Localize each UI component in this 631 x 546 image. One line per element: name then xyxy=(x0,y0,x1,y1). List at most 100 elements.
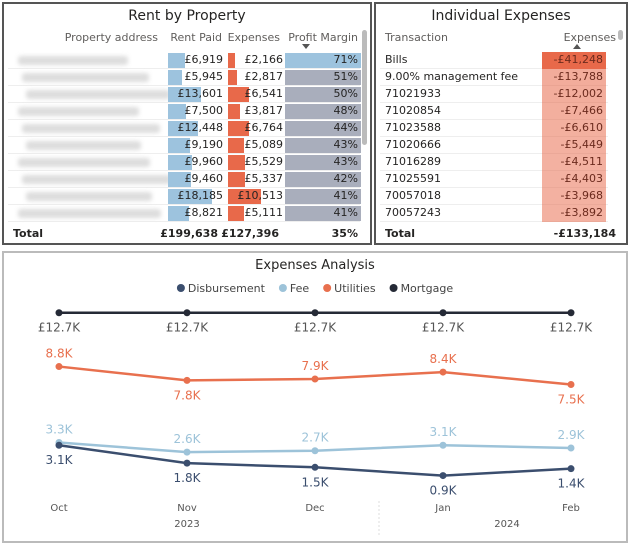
data-label: £12.7K xyxy=(38,321,81,335)
margin-value: 41% xyxy=(333,189,358,202)
col-header-profit-margin[interactable]: Profit Margin xyxy=(288,31,358,44)
table-row[interactable]: £5,945 £2,817 51% xyxy=(8,69,361,86)
legend-label[interactable]: Disbursement xyxy=(188,282,266,295)
x-tick-label: Jan xyxy=(434,503,450,514)
data-label: 0.9K xyxy=(430,484,458,498)
rent-value: £12,448 xyxy=(177,121,224,134)
data-point[interactable] xyxy=(311,447,319,455)
legend-label[interactable]: Fee xyxy=(290,282,309,295)
expenses-bar xyxy=(228,206,245,221)
margin-bar xyxy=(285,172,361,187)
transaction-name: 71021933 xyxy=(385,87,441,100)
address-redacted xyxy=(26,192,152,201)
data-point[interactable] xyxy=(311,375,319,383)
expenses-value: £3,817 xyxy=(244,104,284,117)
margin-bar xyxy=(285,70,361,85)
table-row[interactable]: 71020854 -£7,466 xyxy=(380,103,608,120)
transaction-name: 70057243 xyxy=(385,206,441,219)
transaction-name: 71020666 xyxy=(385,138,441,151)
rent-bar xyxy=(168,70,183,85)
address-redacted xyxy=(26,90,170,99)
rent-bar xyxy=(168,172,191,187)
table-row[interactable]: 71020666 -£5,449 xyxy=(380,137,608,154)
data-point[interactable] xyxy=(439,368,447,376)
table-row[interactable]: 71021933 -£12,002 xyxy=(380,86,608,103)
scrollbar[interactable] xyxy=(362,30,367,145)
margin-bar xyxy=(285,121,361,136)
data-label: 2.6K xyxy=(174,432,202,446)
table-row[interactable]: 71023588 -£6,610 xyxy=(380,120,608,137)
col-header-transaction[interactable]: Transaction xyxy=(385,31,448,44)
expenses-value: £5,111 xyxy=(244,206,284,219)
data-label: 1.5K xyxy=(302,475,330,489)
legend-label[interactable]: Mortgage xyxy=(401,282,454,295)
data-label: 7.8K xyxy=(174,388,202,402)
table-row[interactable]: 70057018 -£3,968 xyxy=(380,188,608,205)
data-label: 3.1K xyxy=(46,453,74,467)
expenses-bar xyxy=(228,172,245,187)
table-row[interactable]: £6,919 £2,166 71% xyxy=(8,52,361,69)
data-label: 7.9K xyxy=(302,359,330,373)
col-header-address[interactable]: Property address xyxy=(64,31,158,44)
table-row[interactable]: 71016289 -£4,511 xyxy=(380,154,608,171)
expense-heat-cell xyxy=(542,69,606,86)
col-header-expenses[interactable]: Expenses xyxy=(563,31,616,44)
col-header-rent[interactable]: Rent Paid xyxy=(170,31,222,44)
expenses-bar xyxy=(228,121,250,136)
data-point[interactable] xyxy=(567,381,575,388)
table-row[interactable]: £9,960 £5,529 43% xyxy=(8,154,361,171)
table-row[interactable]: £7,500 £3,817 48% xyxy=(8,103,361,120)
legend-marker[interactable] xyxy=(323,284,332,292)
address-redacted xyxy=(26,141,141,150)
rent-bar xyxy=(168,121,199,136)
data-point[interactable] xyxy=(183,376,191,384)
legend-marker[interactable] xyxy=(176,284,185,292)
table-row[interactable]: 9.00% management fee -£13,788 xyxy=(380,69,608,86)
rent-by-property-table: Rent by Property Property address Rent P… xyxy=(2,2,372,245)
table-row[interactable]: £9,460 £5,337 42% xyxy=(8,171,361,188)
table-row[interactable]: £9,190 £5,089 43% xyxy=(8,137,361,154)
legend-label[interactable]: Utilities xyxy=(334,282,376,295)
address-redacted xyxy=(18,107,139,116)
address-redacted xyxy=(22,73,149,82)
table-row[interactable]: 70057243 -£3,892 xyxy=(380,205,608,222)
legend-marker[interactable] xyxy=(278,284,287,292)
data-point[interactable] xyxy=(55,441,63,449)
rent-bar xyxy=(168,87,201,102)
legend-marker[interactable] xyxy=(389,284,398,292)
expense-heat-cell xyxy=(542,120,606,137)
data-point[interactable] xyxy=(567,309,575,317)
table-row[interactable]: £18,185 £10,513 41% xyxy=(8,188,361,205)
data-point[interactable] xyxy=(183,459,191,467)
rent-bar xyxy=(168,155,193,170)
table-row[interactable]: £13,601 £6,541 50% xyxy=(8,86,361,103)
transaction-name: 71020854 xyxy=(385,104,441,117)
table-row[interactable]: £12,448 £6,764 44% xyxy=(8,120,361,137)
margin-bar xyxy=(285,189,361,204)
margin-value: 50% xyxy=(333,87,358,100)
data-point[interactable] xyxy=(55,309,63,317)
expense-heat-cell xyxy=(542,86,606,103)
table-title: Rent by Property xyxy=(128,8,246,24)
expenses-value: £6,764 xyxy=(244,121,284,134)
data-point[interactable] xyxy=(183,309,191,317)
data-point[interactable] xyxy=(311,463,319,471)
table-row[interactable]: 71025591 -£4,403 xyxy=(380,171,608,188)
col-header-expenses[interactable]: Expenses xyxy=(227,31,280,44)
margin-bar xyxy=(285,87,361,102)
rent-value: £7,500 xyxy=(184,104,224,117)
expense-value: -£12,002 xyxy=(553,87,603,100)
table-row[interactable]: £8,821 £5,111 41% xyxy=(8,205,361,222)
data-point[interactable] xyxy=(439,441,447,449)
data-point[interactable] xyxy=(439,309,447,317)
data-point[interactable] xyxy=(55,363,63,371)
data-point[interactable] xyxy=(567,465,575,473)
data-point[interactable] xyxy=(567,444,575,452)
table-row[interactable]: Bills -£41,248 xyxy=(380,52,608,69)
address-redacted xyxy=(18,56,128,65)
data-label: 8.8K xyxy=(46,347,74,361)
data-point[interactable] xyxy=(183,448,191,456)
data-point[interactable] xyxy=(311,309,319,317)
data-point[interactable] xyxy=(439,472,447,480)
scrollbar[interactable] xyxy=(618,30,623,40)
